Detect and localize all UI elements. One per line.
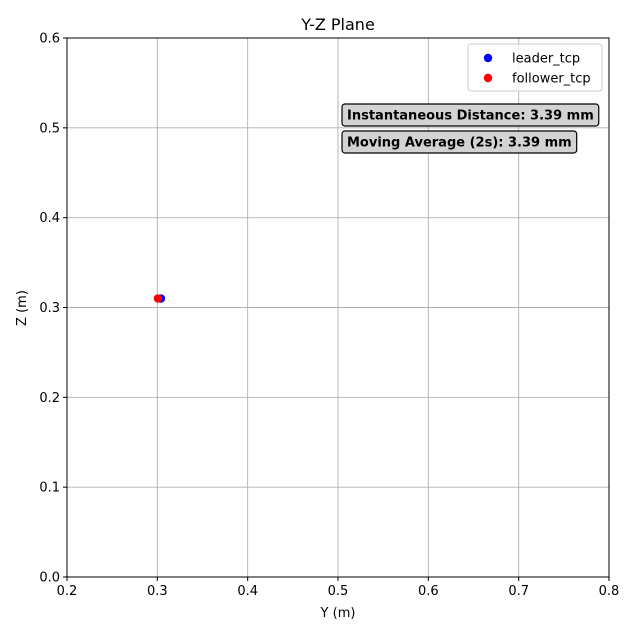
follower_tcp-legend-marker — [483, 73, 493, 83]
axis-ticks: 0.2 0.3 0.4 0.5 0.6 0.7 0.8 0.0 0.1 0.2 0.3 0.4 0.5 0… — [39, 32, 619, 600]
x-tick-label: 0.3 — [147, 584, 168, 599]
y-tick-label: 0.2 — [39, 391, 60, 406]
legend: leader_tcp follower_tcp — [467, 43, 603, 92]
annotation-box — [341, 130, 578, 154]
follower_tcp-point — [153, 294, 163, 303]
y-tick-label: 0.1 — [39, 481, 60, 496]
y-tick-label: 0.0 — [39, 571, 60, 586]
annotation-1: Instantaneous Distance: 3.39 mm — [341, 103, 600, 127]
annotations: Instantaneous Distance: 3.39 mm Moving Av… — [341, 103, 600, 154]
annotation-text: Moving Average (2s): 3.39 mm — [347, 136, 572, 151]
annotation-text: Instantaneous Distance: 3.39 mm — [347, 109, 594, 124]
annotation-2: Moving Average (2s): 3.39 mm — [341, 130, 578, 154]
y-tick-label: 0.5 — [39, 121, 60, 136]
chart-title: Y-Z Plane — [300, 15, 375, 34]
data-points — [153, 294, 166, 303]
x-tick-label: 0.5 — [328, 584, 349, 599]
x-tick-label: 0.2 — [57, 584, 78, 599]
annotation-box — [341, 103, 600, 127]
legend-box — [467, 43, 603, 92]
x-axis-label: Y (m) — [320, 606, 356, 621]
y-tick-label: 0.4 — [39, 211, 60, 226]
y-tick-label: 0.3 — [39, 301, 60, 316]
x-tick-label: 0.6 — [418, 584, 439, 599]
y-axis-label: Z (m) — [15, 290, 30, 326]
x-tick-label: 0.7 — [508, 584, 529, 599]
leader_tcp-legend-marker — [483, 53, 493, 63]
follower_tcp-legend-label: follower_tcp — [512, 72, 591, 87]
x-tick-label: 0.4 — [237, 584, 258, 599]
x-tick-label: 0.8 — [599, 584, 620, 599]
y-tick-label: 0.6 — [39, 32, 60, 47]
leader_tcp-legend-label: leader_tcp — [512, 52, 580, 67]
